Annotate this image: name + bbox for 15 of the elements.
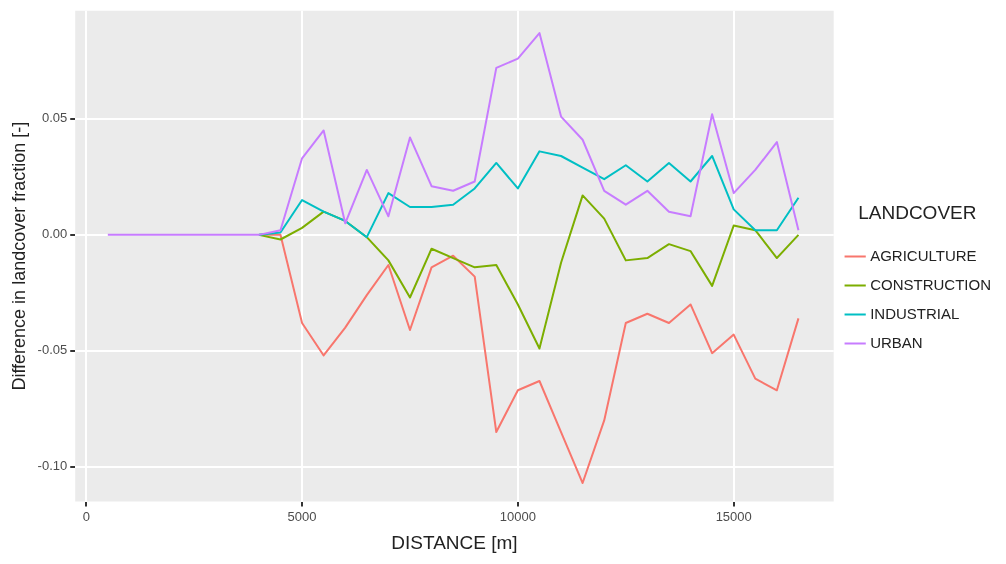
legend-label: CONSTRUCTION — [870, 275, 991, 293]
x-tick-label: 5000 — [287, 508, 317, 524]
y-axis-title: Difference in landcover fraction [-] — [8, 121, 29, 391]
y-tick-label: -0.10 — [37, 458, 68, 474]
y-tick-label: -0.05 — [37, 342, 68, 358]
y-tick-label: 0.00 — [41, 226, 68, 242]
legend-label: AGRICULTURE — [870, 246, 977, 264]
legend-label: URBAN — [870, 333, 923, 351]
x-tick-label: 10000 — [499, 508, 536, 524]
legend-label: INDUSTRIAL — [870, 304, 960, 322]
x-tick-label: 15000 — [715, 508, 752, 524]
x-tick-label: 0 — [82, 508, 90, 524]
legend-title: LANDCOVER — [858, 201, 977, 223]
y-tick-label: 0.05 — [41, 110, 68, 126]
x-axis-title: DISTANCE [m] — [391, 531, 518, 553]
